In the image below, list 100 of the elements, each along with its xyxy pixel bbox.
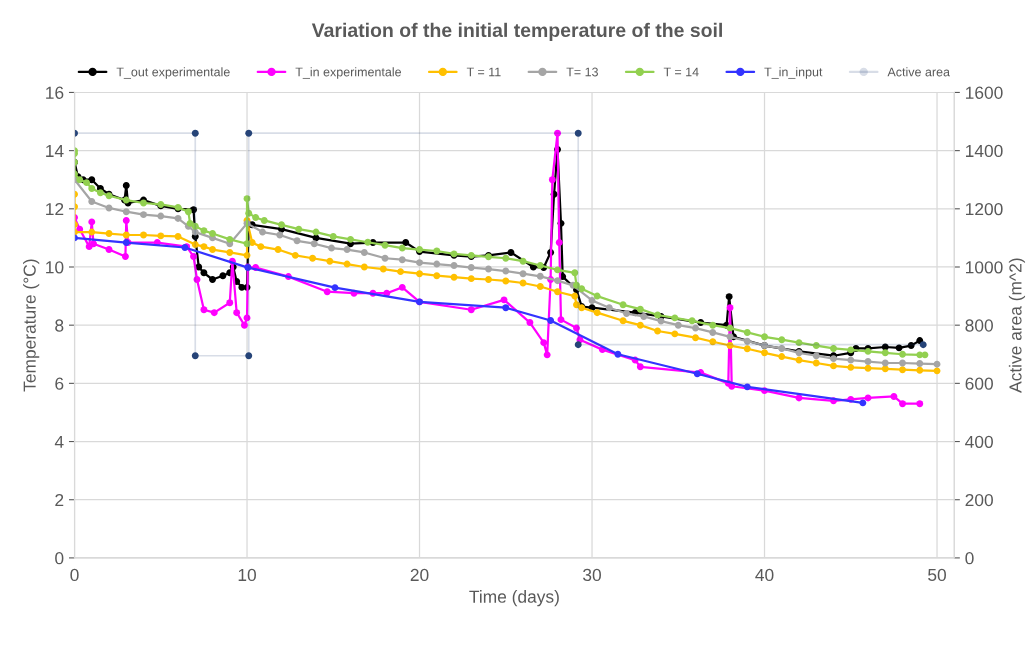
point xyxy=(847,363,855,371)
point xyxy=(502,277,510,285)
point xyxy=(859,399,867,407)
point xyxy=(881,365,889,373)
point xyxy=(331,284,339,292)
point xyxy=(122,208,130,216)
point xyxy=(210,309,218,317)
point xyxy=(726,342,734,350)
point xyxy=(398,256,406,264)
point xyxy=(485,276,492,283)
x-tick-label: 20 xyxy=(410,568,429,582)
point xyxy=(536,272,544,280)
point xyxy=(88,218,96,226)
y-tick-label: 6 xyxy=(55,377,64,390)
point xyxy=(191,129,199,137)
y-tick-label: 4 xyxy=(54,435,64,448)
legend-label: T_in_input xyxy=(764,67,823,79)
y-tick-label: 14 xyxy=(46,144,64,157)
point xyxy=(881,359,889,367)
point xyxy=(899,400,906,408)
point xyxy=(543,351,551,359)
y2-tick-label: 1000 xyxy=(966,261,1003,274)
point xyxy=(778,353,786,361)
y2-tick-label: 1600 xyxy=(966,86,1003,99)
legend-label: T_in experimentale xyxy=(295,67,402,79)
point xyxy=(693,370,701,378)
point xyxy=(502,304,510,312)
point xyxy=(623,310,630,318)
y2-tick-label: 600 xyxy=(965,377,993,390)
point xyxy=(157,212,165,220)
point xyxy=(257,243,265,251)
point xyxy=(122,216,130,224)
point xyxy=(743,345,751,353)
point xyxy=(614,350,622,358)
point xyxy=(467,275,475,283)
point xyxy=(555,239,563,247)
point xyxy=(812,359,820,367)
point xyxy=(274,246,282,254)
point xyxy=(200,243,208,251)
point xyxy=(619,317,627,325)
legend-label: T_out experimentale xyxy=(116,67,230,79)
y-tick-label: 8 xyxy=(55,319,64,332)
point xyxy=(919,341,927,349)
x-tick-label: 0 xyxy=(70,568,79,582)
point xyxy=(571,292,579,300)
point xyxy=(899,366,906,374)
point xyxy=(899,359,906,367)
point xyxy=(190,253,198,260)
y2-tick-label: 800 xyxy=(965,319,993,332)
point xyxy=(588,296,596,304)
point xyxy=(276,231,284,239)
point xyxy=(547,317,555,324)
point xyxy=(540,339,548,347)
point xyxy=(812,352,820,360)
point xyxy=(864,358,872,366)
point xyxy=(140,231,147,239)
point xyxy=(743,337,751,345)
point xyxy=(692,334,699,342)
point xyxy=(830,362,837,370)
point xyxy=(916,366,924,374)
point xyxy=(416,259,423,267)
point xyxy=(226,248,234,256)
point xyxy=(574,129,582,137)
point xyxy=(654,327,662,335)
point xyxy=(519,270,527,278)
point xyxy=(397,268,405,276)
point xyxy=(574,341,582,349)
point xyxy=(121,253,129,260)
point xyxy=(191,241,199,249)
point xyxy=(847,356,855,364)
point xyxy=(674,321,682,329)
point xyxy=(105,230,113,238)
point xyxy=(174,214,182,222)
point xyxy=(450,273,458,281)
point xyxy=(526,319,534,327)
point xyxy=(140,211,147,219)
point xyxy=(467,264,475,272)
point xyxy=(240,321,248,329)
point xyxy=(709,328,717,336)
point xyxy=(416,270,423,278)
point xyxy=(88,198,96,206)
y2-axis-title: Active area (m^2) xyxy=(1008,258,1026,393)
point xyxy=(573,324,580,332)
legend-label: T = 11 xyxy=(466,67,501,77)
point xyxy=(233,309,241,317)
point xyxy=(433,272,441,280)
point xyxy=(450,262,458,270)
point xyxy=(485,265,492,273)
point xyxy=(433,260,441,268)
point xyxy=(343,246,351,254)
point xyxy=(259,228,267,236)
point xyxy=(726,304,734,312)
point xyxy=(398,283,406,291)
x-tick-label: 30 xyxy=(583,568,601,582)
y2-tick-label: 0 xyxy=(965,552,974,565)
point xyxy=(467,306,475,314)
point xyxy=(360,263,368,271)
point xyxy=(864,364,872,372)
point xyxy=(200,306,208,314)
y-tick-label: 10 xyxy=(46,261,64,274)
